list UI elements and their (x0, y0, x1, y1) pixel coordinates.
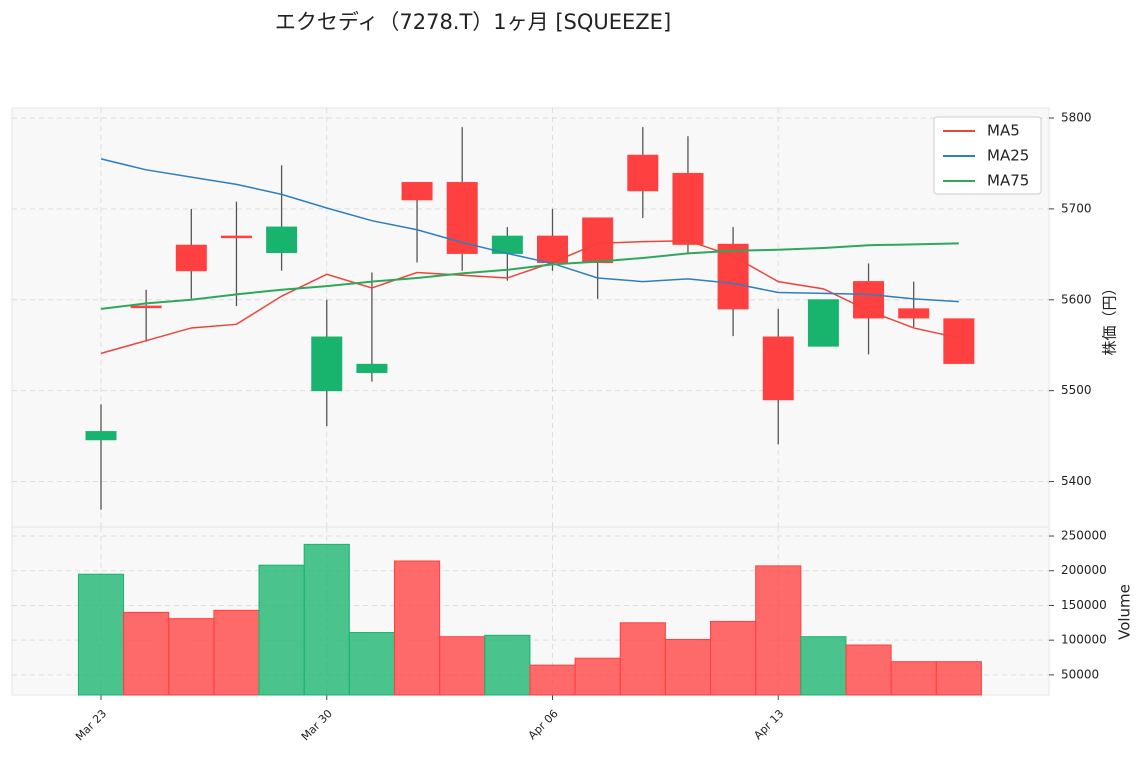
price-panel (11, 107, 1050, 528)
candle-body (717, 243, 749, 310)
volume-bar (484, 634, 531, 696)
legend-label: MA25 (987, 147, 1029, 165)
y-tick-label: 5800 (1061, 110, 1092, 124)
volume-bar (710, 620, 757, 696)
volume-bar (393, 560, 441, 696)
candle-body (401, 182, 433, 201)
y-tick-label: 200000 (1061, 563, 1107, 577)
x-tick-label: Apr 06 (526, 707, 561, 742)
candle-body (672, 172, 704, 245)
candle-body (446, 182, 478, 254)
volume-bar (800, 636, 847, 696)
candle-body (807, 299, 839, 347)
volume-bar (890, 661, 937, 696)
candle-body (943, 318, 975, 364)
volume-bar (303, 543, 350, 696)
volume-bar (935, 661, 982, 696)
volume-bar (755, 565, 802, 696)
candle-body (85, 431, 117, 441)
ma-line (100, 242, 959, 310)
legend-label: MA75 (987, 172, 1029, 190)
volume-bar (348, 632, 395, 696)
y-tick-label: 100000 (1061, 633, 1107, 647)
x-tick-label: Mar 30 (299, 707, 335, 743)
y-tick-label: 5500 (1061, 383, 1092, 397)
y-tick-label: 50000 (1061, 667, 1099, 681)
candle-body (898, 308, 930, 319)
volume-bar (664, 638, 712, 696)
candle-body (311, 336, 343, 392)
y-tick-label: 250000 (1061, 529, 1107, 543)
candle-body (266, 226, 298, 254)
candle-body (627, 154, 659, 192)
candle-body (130, 305, 162, 309)
volume-bar (213, 609, 260, 696)
y-tick-label: 5700 (1061, 201, 1092, 215)
candle-body (853, 281, 885, 319)
candle-body (220, 235, 252, 239)
legend-label: MA5 (987, 122, 1020, 140)
volume-bar (123, 611, 170, 696)
candle-body (762, 336, 794, 401)
chart-title: エクセディ（7278.T）1ヶ月 [SQUEEZE] (275, 10, 671, 34)
volume-bar (258, 564, 305, 696)
candle-body (175, 244, 207, 272)
x-tick-label: Apr 13 (751, 707, 786, 742)
ma-line (100, 239, 960, 355)
y-axis-label: 株価（円） (1101, 280, 1119, 355)
volume-bar (77, 573, 125, 696)
volume-bar (845, 644, 892, 696)
candle-body (356, 363, 388, 373)
volume-bar (619, 622, 666, 696)
volume-bar (574, 657, 621, 696)
y-axis-label: Volume (1116, 584, 1134, 640)
volume-bar (439, 636, 486, 696)
y-tick-label: 150000 (1061, 598, 1107, 612)
y-tick-label: 5400 (1061, 474, 1092, 488)
candle-body (582, 217, 614, 264)
ma-line (100, 158, 959, 303)
x-tick-label: Mar 23 (73, 707, 109, 743)
y-tick-label: 5600 (1061, 292, 1092, 306)
volume-bar (529, 664, 576, 696)
volume-bar (168, 618, 215, 696)
legend-box (933, 116, 1042, 195)
